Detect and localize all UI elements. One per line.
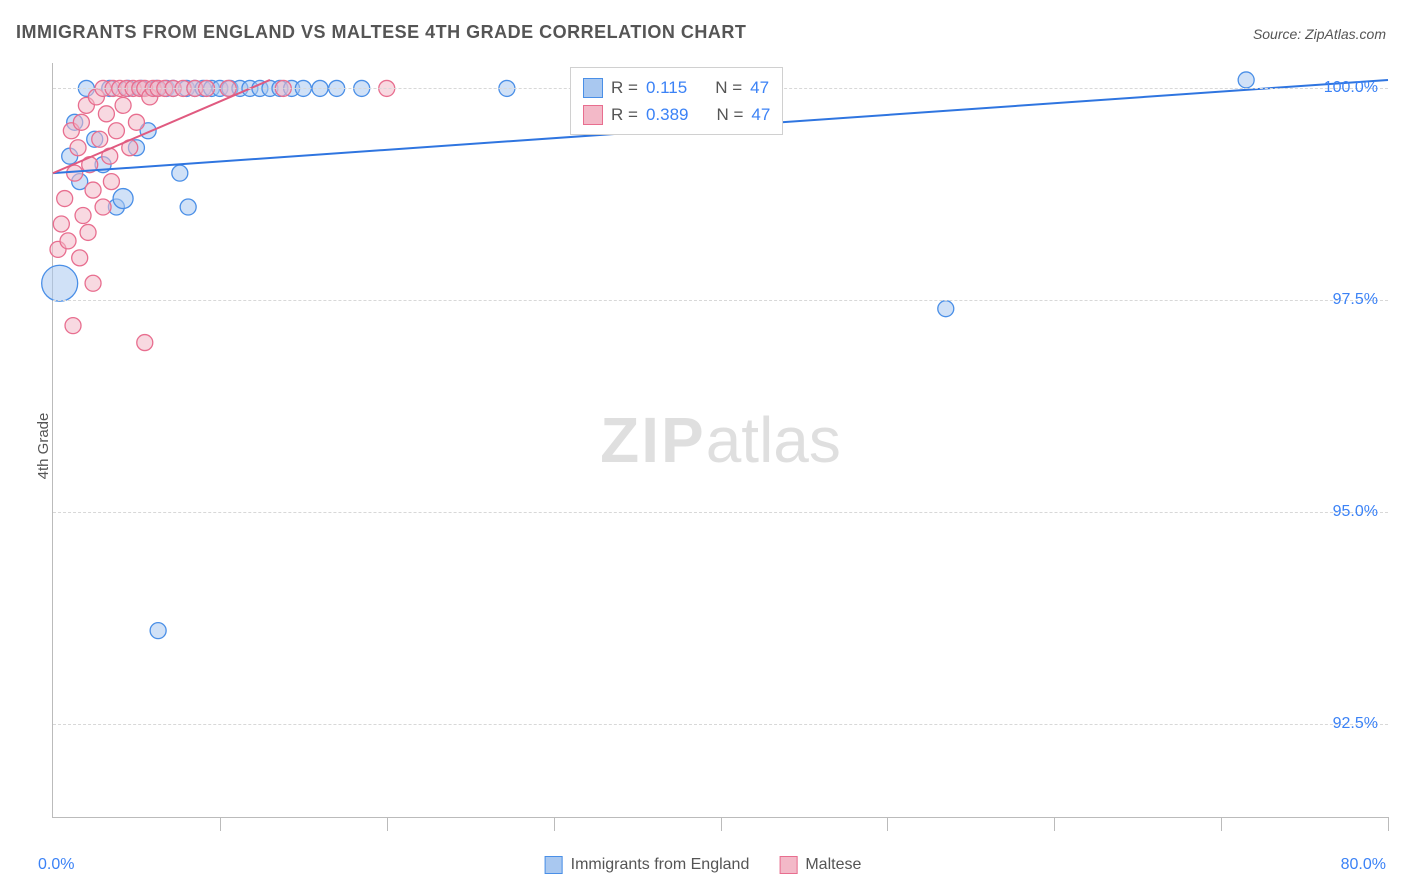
chart-container: IMMIGRANTS FROM ENGLAND VS MALTESE 4TH G… — [0, 0, 1406, 892]
stats-legend-box: R = 0.115 N = 47 R = 0.389 N = 47 — [570, 67, 783, 135]
swatch-england-icon — [583, 78, 603, 98]
swatch-maltese-icon — [583, 105, 603, 125]
legend-swatch-england-icon — [545, 856, 563, 874]
stats-row-maltese: R = 0.389 N = 47 — [583, 101, 770, 128]
legend-swatch-maltese-icon — [779, 856, 797, 874]
legend-item-england: Immigrants from England — [545, 856, 750, 874]
y-tick-label: 95.0% — [1333, 503, 1378, 521]
x-max-label: 80.0% — [1341, 856, 1386, 874]
x-min-label: 0.0% — [38, 856, 74, 874]
legend-label-england: Immigrants from England — [571, 856, 750, 874]
chart-title: IMMIGRANTS FROM ENGLAND VS MALTESE 4TH G… — [16, 22, 746, 43]
y-tick-label: 97.5% — [1333, 291, 1378, 309]
y-axis-label: 4th Grade — [35, 413, 52, 480]
source-attribution: Source: ZipAtlas.com — [1253, 26, 1386, 42]
plot-svg — [53, 63, 1388, 817]
y-tick-label: 100.0% — [1324, 79, 1378, 97]
plot-area: ZIPatlas 92.5%95.0%97.5%100.0% — [52, 63, 1388, 818]
legend-bottom: Immigrants from England Maltese — [545, 856, 862, 874]
legend-item-maltese: Maltese — [779, 856, 861, 874]
stats-row-england: R = 0.115 N = 47 — [583, 74, 770, 101]
y-tick-label: 92.5% — [1333, 715, 1378, 733]
legend-label-maltese: Maltese — [805, 856, 861, 874]
